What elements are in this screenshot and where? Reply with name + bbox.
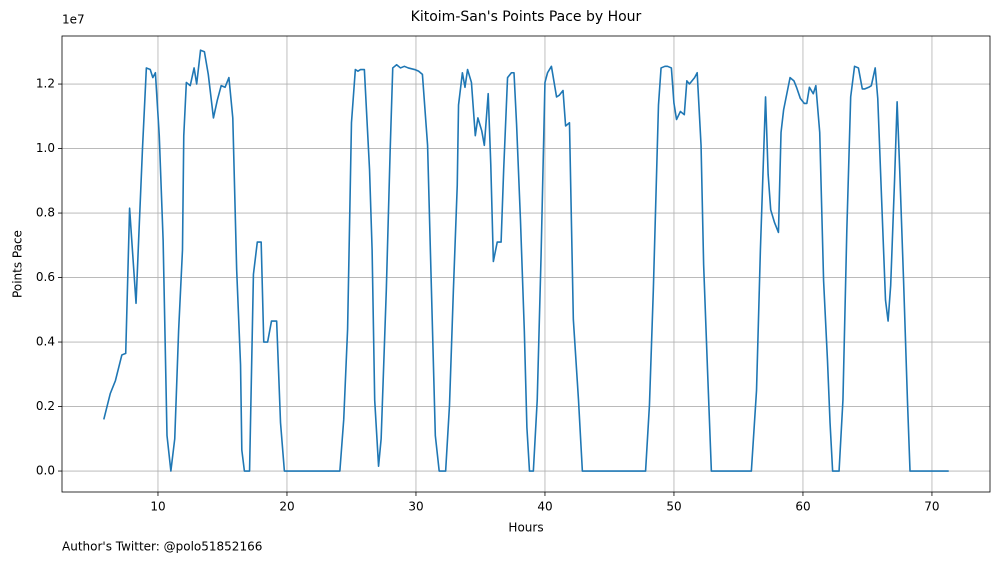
y-tick-label: 0.4 [36, 335, 55, 349]
x-tick-label: 20 [279, 500, 294, 514]
chart-title: Kitoim-San's Points Pace by Hour [411, 9, 642, 25]
x-tick-label: 40 [537, 500, 552, 514]
x-tick-label: 10 [150, 500, 165, 514]
x-tick-label: 50 [666, 500, 681, 514]
y-axis-label: Points Pace [11, 230, 25, 298]
x-tick-label: 60 [795, 500, 810, 514]
y-tick-label: 1.0 [36, 141, 55, 155]
y-tick-label: 0.6 [36, 270, 55, 284]
y-tick-label: 0.0 [36, 464, 55, 478]
annotation: Author's Twitter: @polo51852166 [62, 540, 262, 554]
plot-frame [61, 35, 991, 493]
y-tick-label: 0.8 [36, 206, 55, 220]
y-tick-label: 1.2 [36, 77, 55, 91]
data-line [103, 49, 949, 472]
x-tick-label: 30 [408, 500, 423, 514]
y-offset-label: 1e7 [62, 13, 85, 27]
x-tick-label: 70 [924, 500, 939, 514]
x-axis-label: Hours [508, 521, 543, 535]
y-tick-label: 0.2 [36, 399, 55, 413]
